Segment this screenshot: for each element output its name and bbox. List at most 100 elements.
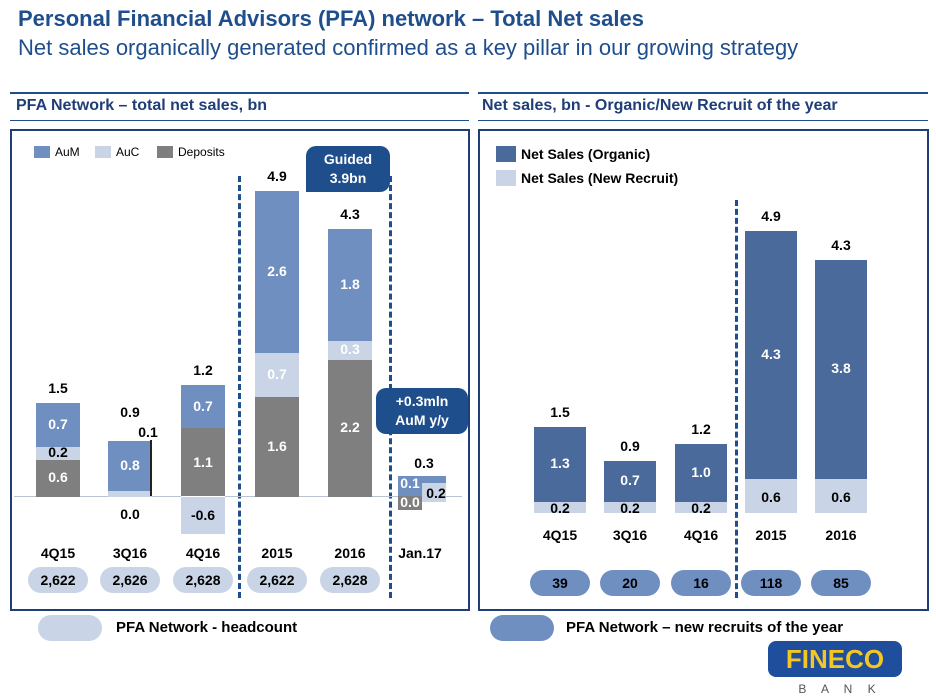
bar-aum (398, 476, 446, 483)
total-label: 0.3 (414, 455, 434, 471)
total-label: 1.2 (193, 361, 213, 378)
category-label: 3Q16 (612, 527, 648, 543)
divider (10, 120, 469, 121)
data-label: 4.3 (761, 345, 781, 362)
headcount-pill: 2,626 (100, 567, 160, 593)
data-label: 0.2 (691, 500, 711, 517)
bar-aum (108, 439, 152, 491)
headcount-pill: 2,628 (173, 567, 233, 593)
legend-label: Net Sales (New Recruit) (521, 170, 679, 186)
category-label: Jan.17 (398, 545, 442, 561)
left-baseline (14, 496, 462, 497)
category-label: 4Q15 (542, 527, 578, 543)
data-label: 0.7 (267, 366, 287, 383)
callout-aum-yy: +0.3mln AuM y/y (376, 388, 468, 434)
bar-aum (181, 383, 225, 429)
legend-swatch (496, 170, 516, 186)
recruits-legend-label: PFA Network – new recruits of the year (566, 619, 844, 636)
right-chart-title: Net sales, bn - Organic/New Recruit of t… (482, 97, 838, 114)
total-label: 1.5 (48, 380, 68, 397)
bar-organic (675, 443, 727, 502)
headcount-pill: 2,622 (28, 567, 88, 593)
legend-swatch (496, 146, 516, 162)
total-label: 1.5 (550, 403, 570, 420)
legend-label: AuC (116, 145, 140, 159)
category-label: 4Q15 (40, 545, 76, 561)
page-subtitle: Net sales organically generated confirme… (18, 35, 799, 60)
headcount-pill: 2,622 (247, 567, 307, 593)
data-label: 0.6 (48, 469, 68, 486)
fineco-logo-sub: B A N K (798, 682, 882, 696)
data-label: 1.6 (267, 438, 287, 455)
legend-auc: AuC (95, 145, 139, 159)
divider (478, 92, 928, 94)
bar-aum (328, 227, 372, 341)
legend-organic: Net Sales (Organic) (496, 146, 650, 162)
headcount-legend-pill (38, 615, 102, 641)
bar-auc (181, 496, 225, 535)
bar-deposits (255, 396, 299, 497)
bar-new-recruit (815, 477, 867, 513)
data-label: 3.8 (831, 360, 851, 377)
new-recruits-pill: 85 (811, 570, 871, 596)
bar-3q16-auc-line (150, 440, 152, 496)
legend-label: Deposits (178, 145, 225, 159)
headcount-legend-label: PFA Network - headcount (116, 619, 298, 636)
separator-dashed-line (238, 176, 241, 598)
legend-swatch (95, 146, 111, 158)
recruits-legend-pill (490, 615, 554, 641)
bar-auc (422, 483, 446, 502)
data-label: 0.1 (400, 475, 420, 491)
data-label: 0.6 (831, 488, 851, 505)
legend-swatch (157, 146, 173, 158)
data-label: -0.6 (190, 506, 216, 523)
separator-dashed-line (389, 176, 392, 598)
legend-label: AuM (55, 145, 80, 159)
bar-organic (745, 230, 797, 479)
data-label: 0.2 (620, 500, 640, 517)
data-label: 0.6 (761, 488, 781, 505)
data-label: 0.2 (48, 444, 68, 461)
data-label: 2.2 (340, 419, 360, 436)
new-recruits-pill: 39 (530, 570, 590, 596)
total-label: 4.3 (831, 237, 851, 253)
data-label: 1.1 (193, 453, 213, 470)
data-label: 1.3 (550, 455, 570, 472)
page-title: Personal Financial Advisors (PFA) networ… (18, 6, 644, 31)
category-label: 3Q16 (112, 545, 148, 561)
bar-deposits (398, 496, 422, 510)
data-label: 0.3 (340, 341, 360, 358)
legend-swatch (34, 146, 50, 158)
data-label: 0.7 (193, 397, 213, 414)
bar-aum (255, 190, 299, 354)
data-label: 0.8 (120, 456, 140, 473)
divider (10, 92, 469, 94)
bar-deposits (36, 458, 80, 497)
data-label: 0.0 (400, 494, 420, 510)
data-label: 0.2 (550, 500, 570, 517)
headcount-pill: 2,628 (320, 567, 380, 593)
total-label: 4.9 (761, 208, 781, 225)
data-label: 1.8 (340, 275, 360, 292)
left-chart-title: PFA Network – total net sales, bn (16, 97, 268, 114)
separator-dashed-line (735, 200, 738, 598)
data-label: 0.7 (48, 416, 68, 433)
total-label: 1.2 (691, 421, 711, 437)
total-label: 0.9 (620, 438, 640, 455)
data-label: 0.2 (426, 485, 446, 501)
category-label: 2015 (755, 527, 787, 543)
bar-auc (108, 489, 152, 497)
data-label: 0.0 (120, 506, 140, 522)
data-label: 2.6 (267, 263, 287, 280)
right-chart-panel (478, 129, 929, 611)
divider (478, 120, 928, 121)
new-recruits-pill: 20 (600, 570, 660, 596)
legend-aum: AuM (34, 145, 80, 159)
bar-organic (534, 425, 586, 502)
total-label: 4.9 (267, 168, 287, 185)
data-label: 1.0 (691, 463, 711, 480)
bar-aum (398, 476, 422, 496)
data-label: 0.1 (138, 424, 158, 440)
bar-deposits (328, 358, 372, 497)
category-label: 4Q16 (683, 527, 719, 543)
